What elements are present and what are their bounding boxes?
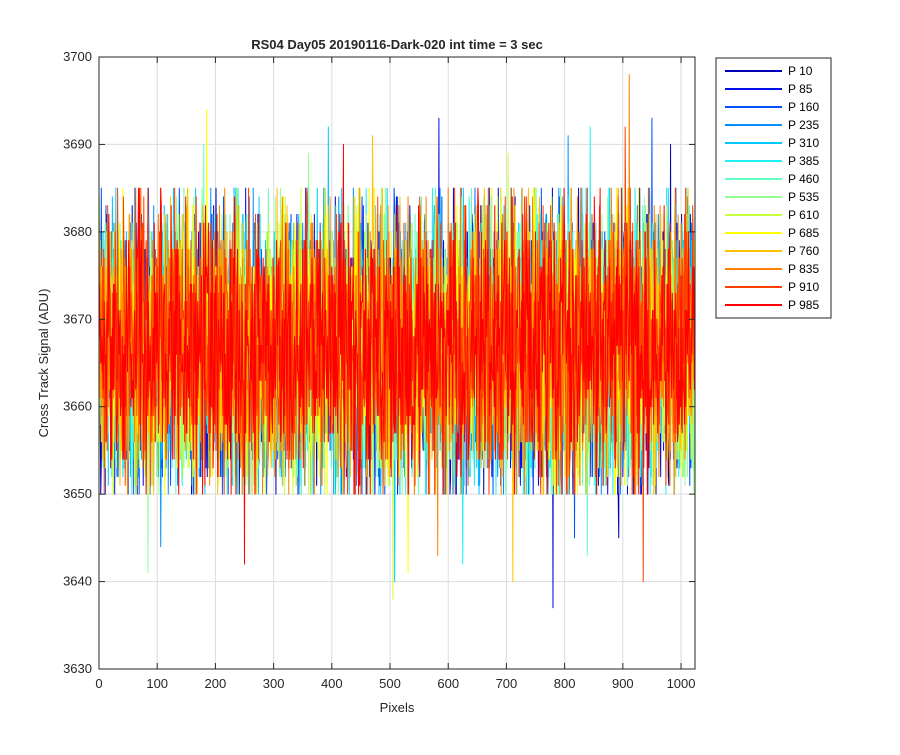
legend-label: P 760: [788, 244, 819, 258]
y-tick-label: 3630: [63, 661, 92, 676]
x-tick-label: 300: [263, 676, 285, 691]
x-tick-label: 200: [205, 676, 227, 691]
legend-label: P 235: [788, 118, 819, 132]
legend-label: P 835: [788, 262, 819, 276]
x-tick-label: 800: [554, 676, 576, 691]
chart-title: RS04 Day05 20190116-Dark-020 int time = …: [251, 37, 543, 52]
legend-label: P 910: [788, 280, 819, 294]
x-axis-label: Pixels: [380, 700, 415, 715]
x-tick-label: 500: [379, 676, 401, 691]
x-tick-label: 100: [146, 676, 168, 691]
legend-box: [715, 57, 832, 319]
y-axis-label: Cross Track Signal (ADU): [36, 289, 51, 438]
legend-label: P 10: [788, 64, 813, 78]
x-tick-label: 600: [437, 676, 459, 691]
legend-label: P 535: [788, 190, 819, 204]
x-tick-label: 1000: [667, 676, 696, 691]
series-line: [98, 143, 696, 565]
legend-label: P 985: [788, 298, 819, 312]
y-tick-label: 3640: [63, 574, 92, 589]
legend-label: P 385: [788, 154, 819, 168]
x-tick-label: 0: [95, 676, 102, 691]
legend-label: P 460: [788, 172, 819, 186]
x-tick-label: 400: [321, 676, 343, 691]
legend-label: P 685: [788, 226, 819, 240]
y-tick-label: 3660: [63, 399, 92, 414]
y-tick-label: 3670: [63, 311, 92, 326]
plot-frame: [98, 56, 696, 670]
x-tick-label: 700: [496, 676, 518, 691]
legend-label: P 160: [788, 100, 819, 114]
y-tick-label: 3690: [63, 136, 92, 151]
legend-label: P 85: [788, 82, 813, 96]
y-tick-label: 3700: [63, 49, 92, 64]
legend-label: P 610: [788, 208, 819, 222]
legend-label: P 310: [788, 136, 819, 150]
series-lines: [98, 73, 696, 609]
axis-ticks: 0 100 200 300 400 500 600 700 800 900 1000 3630 3640…: [63, 49, 695, 691]
y-tick-label: 3680: [63, 224, 92, 239]
legend: P 10 P 85 P 160 P 235 P 310 P 385 P 460 P 535 P …: [715, 57, 832, 319]
x-tick-label: 900: [612, 676, 634, 691]
y-tick-label: 3650: [63, 486, 92, 501]
